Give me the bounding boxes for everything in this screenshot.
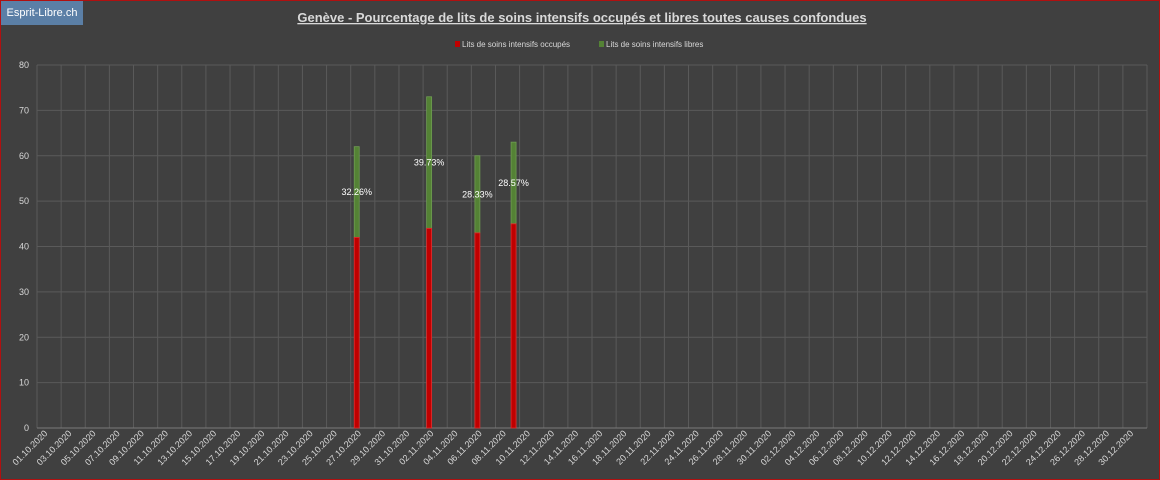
bar-occupes: [426, 227, 433, 429]
y-tick-label: 0: [24, 423, 29, 433]
chart-title: Genève - Pourcentage de lits de soins in…: [297, 10, 866, 25]
y-tick-label: 10: [19, 378, 29, 388]
y-tick-label: 70: [19, 105, 29, 115]
y-tick-label: 20: [19, 332, 29, 342]
y-tick-label: 50: [19, 196, 29, 206]
legend-label: Lits de soins intensifs occupés: [462, 40, 570, 49]
data-label: 32.26%: [341, 187, 372, 197]
bar-occupes: [510, 223, 517, 429]
y-tick-label: 60: [19, 151, 29, 161]
legend-label: Lits de soins intensifs libres: [606, 40, 703, 49]
y-tick-label: 30: [19, 287, 29, 297]
y-tick-label: 40: [19, 242, 29, 252]
legend-swatch: [599, 41, 604, 47]
bar-occupes: [353, 237, 360, 429]
y-tick-label: 80: [19, 60, 29, 70]
bar-occupes: [474, 232, 481, 429]
legend-swatch: [455, 41, 460, 47]
site-badge[interactable]: Esprit-Libre.ch: [1, 1, 83, 25]
data-label: 39.73%: [414, 158, 445, 168]
data-label: 28.57%: [498, 178, 529, 188]
data-label: 28.33%: [462, 189, 493, 199]
